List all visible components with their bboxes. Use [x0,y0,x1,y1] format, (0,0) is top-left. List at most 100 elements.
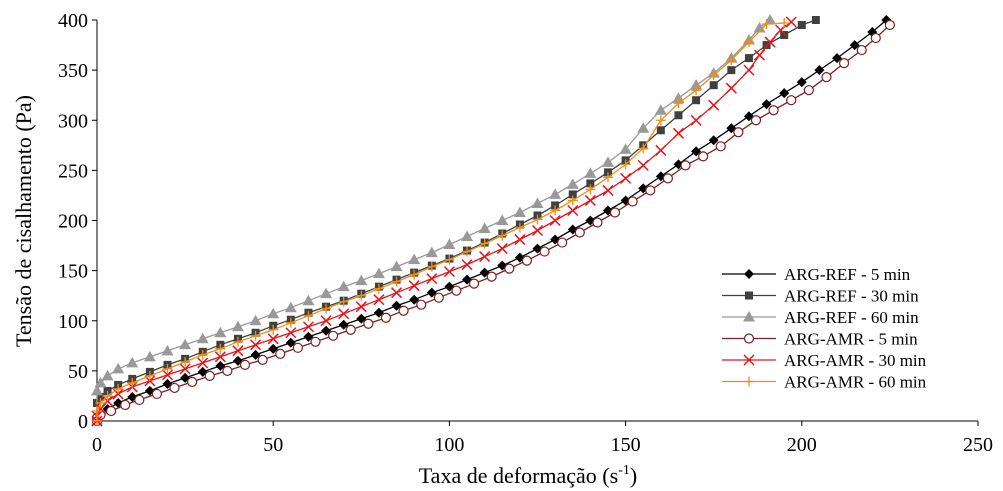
data-point [267,333,279,345]
data-point [292,342,303,353]
data-point [478,222,491,234]
y-tick-label: 0 [78,411,88,433]
data-point [566,178,579,189]
data-point [215,343,226,354]
legend-label: ARG-REF - 30 min [784,287,919,306]
data-point [627,196,638,207]
data-point [433,292,444,303]
data-point [497,230,508,241]
data-point [321,325,332,336]
data-point [444,254,455,265]
data-point [416,299,427,310]
data-point [654,104,667,115]
data-point [169,382,180,394]
data-point [338,296,349,307]
data-point [102,395,114,407]
data-point [250,339,262,351]
data-point [161,369,174,381]
legend-item: ARG-REF - 5 min [722,265,911,284]
x-tick-label: 50 [263,434,283,456]
data-point [708,135,719,146]
x-axis-title-main: Taxa de deformação (s [419,463,618,488]
data-point [426,261,437,272]
data-point [127,377,138,388]
data-point [602,184,614,196]
data-point [814,65,825,76]
data-point [672,92,685,103]
data-point [849,40,860,51]
data-point [761,19,772,30]
series-1 [92,15,892,426]
data-point [267,307,280,319]
data-point [602,172,613,183]
data-point [197,357,209,369]
x-axis-title-superscript: -1 [618,463,630,478]
data-point [662,173,673,184]
data-point [285,317,296,328]
data-point [691,85,702,96]
legend-label: ARG-AMR - 60 min [784,373,927,392]
data-point [302,294,315,306]
data-point [549,214,561,227]
data-point [567,204,579,217]
legend-label: ARG-REF - 5 min [784,265,911,284]
data-point [557,237,568,248]
data-point [408,253,421,265]
data-point [715,141,726,152]
data-point [134,394,145,406]
data-point [797,21,806,30]
data-point [532,214,543,225]
data-point [451,285,462,296]
data-point [656,126,665,135]
data-point [753,22,766,33]
data-point [761,99,772,110]
data-point [513,206,526,217]
data-point [785,16,797,28]
data-point [355,301,367,313]
data-point [655,115,666,126]
data-point [601,156,614,167]
legend: ARG-REF - 5 min ARG-REF - 30 min ARG-REF -… [722,265,927,392]
data-point [373,307,384,318]
data-point [620,159,631,170]
data-point [496,214,509,225]
data-point [250,349,261,360]
data-point [126,356,139,368]
data-point [838,58,850,69]
data-point [303,310,314,321]
data-point [161,344,174,356]
data-point [708,99,720,111]
data-point [638,143,649,154]
data-point [744,54,753,63]
data-point [750,115,762,126]
y-tick-label: 250 [58,160,88,182]
legend-label: ARG-AMR - 30 min [784,351,927,370]
legend-item: ARG-AMR - 60 min [722,373,927,392]
data-point [239,359,251,370]
data-point [479,238,490,249]
data-point [514,222,525,233]
data-point [250,330,261,341]
series-5 [91,16,797,427]
data-point [92,405,102,416]
data-point [743,37,754,48]
data-point [372,267,385,279]
data-point [461,259,473,271]
data-point [708,70,719,81]
data-point [727,66,736,75]
data-point [479,251,491,263]
data-point [574,227,585,238]
data-point [380,312,392,323]
series-line [96,22,785,421]
series-6 [92,18,790,426]
data-point [196,332,209,344]
legend-item: ARG-REF - 60 min [722,308,919,327]
data-point [94,376,107,388]
data-point [197,349,208,360]
data-point [187,376,198,388]
data-point [268,343,279,354]
data-point [584,167,597,178]
data-point [592,217,603,228]
legend-marker [745,291,753,300]
